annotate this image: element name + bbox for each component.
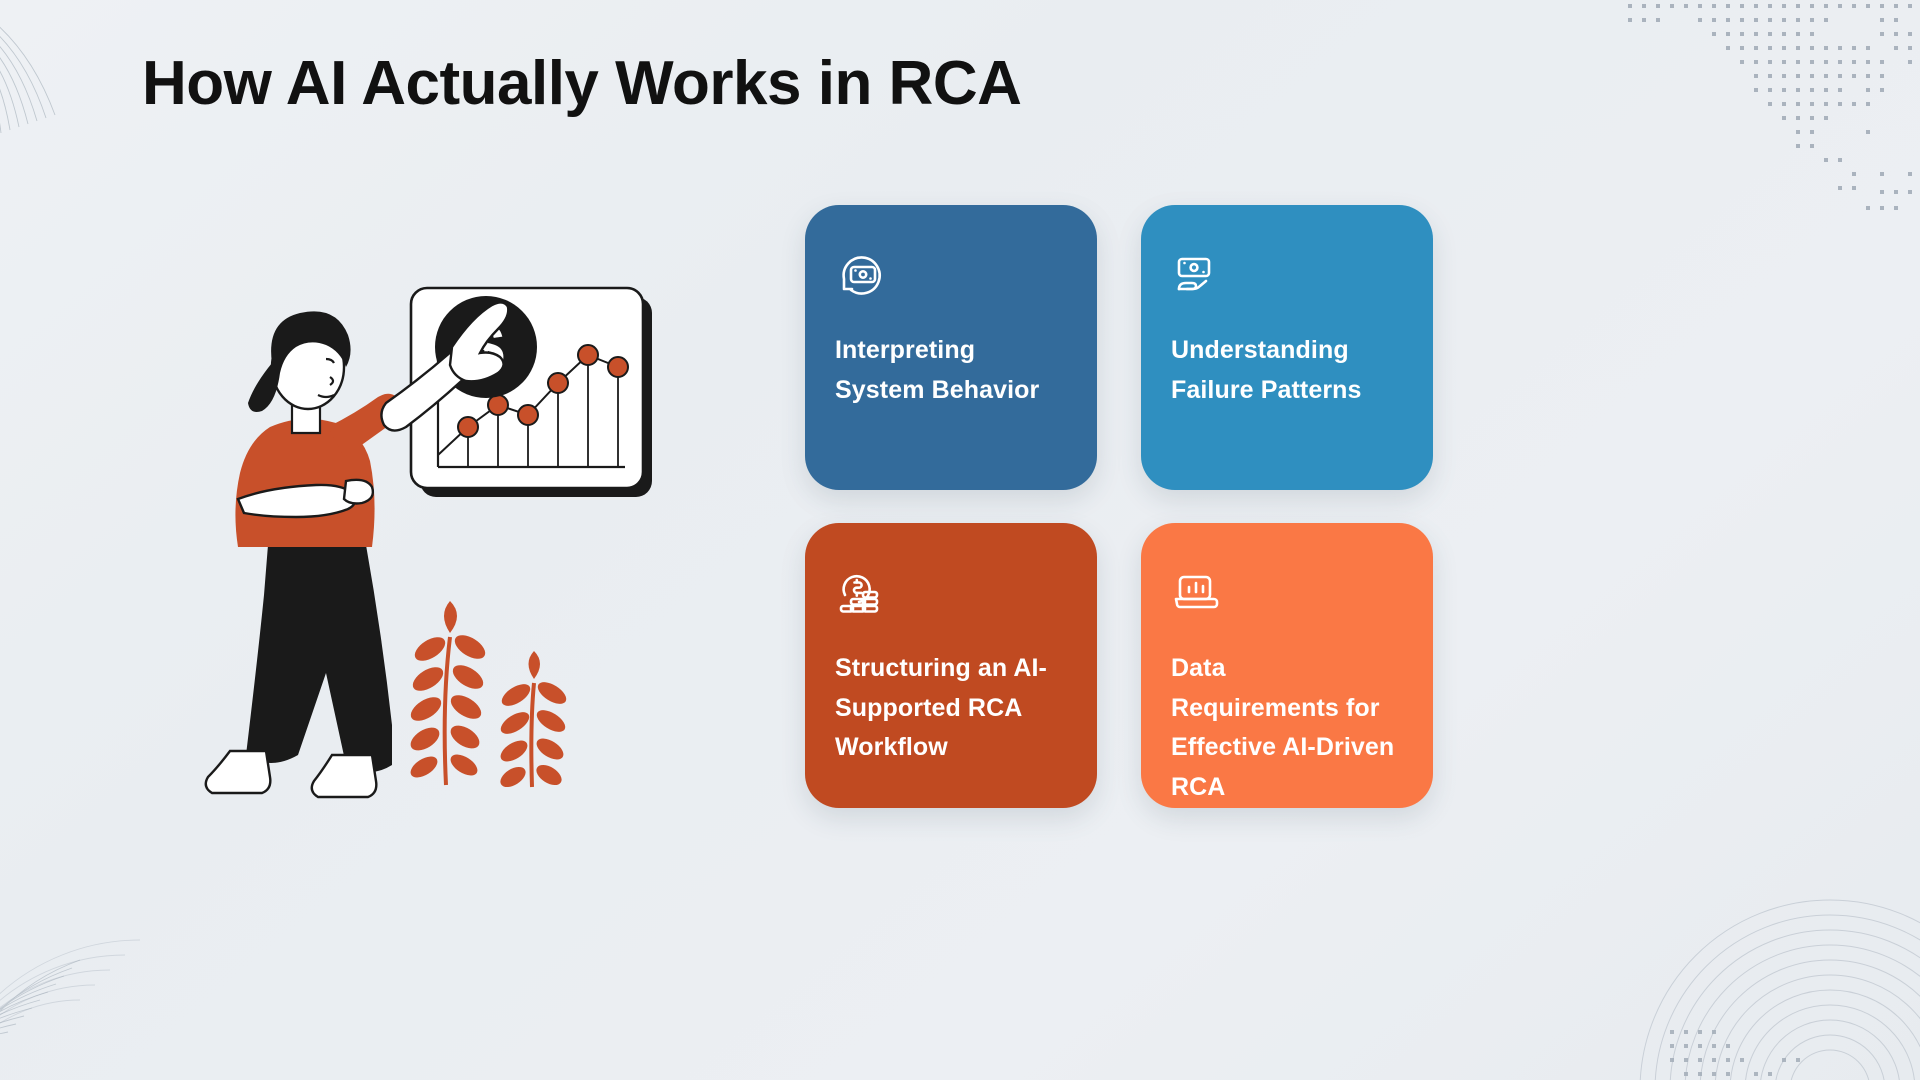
woman-presenting-chart-illustration: $: [204, 286, 652, 799]
feature-card-understanding-failure-patterns[interactable]: Understanding Failure Patterns: [1141, 205, 1433, 490]
feature-card-data-requirements-effective-ai-driven-rca[interactable]: Data Requirements for Effective AI-Drive…: [1141, 523, 1433, 808]
feature-card-title: Interpreting System Behavior: [835, 336, 1040, 404]
concentric-arcs-bottom-left-icon: [0, 939, 141, 1024]
money-in-hand-icon: [1171, 249, 1223, 301]
dotted-world-map-top-right-icon: [1628, 4, 1912, 210]
feature-card-grid: Interpreting System Behavior Understandi…: [805, 205, 1433, 808]
feature-card-title: Structuring an AI-Supported RCA Workflow: [835, 654, 1047, 761]
feature-card-interpreting-system-behavior[interactable]: Interpreting System Behavior: [805, 205, 1097, 490]
feature-card-title: Understanding Failure Patterns: [1171, 336, 1362, 404]
page-title: How AI Actually Works in RCA: [142, 49, 1022, 118]
feature-card-structuring-ai-supported-rca-workflow[interactable]: Structuring an AI-Supported RCA Workflow: [805, 523, 1097, 808]
person-left-shoe: [204, 749, 272, 795]
laptop-chart-icon: [1171, 567, 1223, 619]
feature-card-title: Data Requirements for Effective AI-Drive…: [1171, 654, 1395, 801]
plant-left-icon: [410, 601, 486, 786]
board-chart-points: [457, 344, 629, 438]
coins-dollar-icon: [835, 567, 887, 619]
person-pointing-hand: [448, 301, 510, 383]
person-face-details: [317, 357, 335, 399]
plant-right-icon: [500, 651, 567, 788]
person-folded-hand: [342, 478, 375, 505]
person-hair: [248, 311, 351, 412]
person-right-shoe: [310, 753, 378, 799]
concentric-arcs-bottom-right-icon: [1639, 899, 1920, 1080]
person-trousers: [246, 545, 392, 772]
dotted-world-map-bottom-right-icon: [1670, 1030, 1800, 1076]
line-fan-pattern-bottom-left-icon: [0, 959, 81, 1035]
money-refresh-icon: [835, 249, 887, 301]
